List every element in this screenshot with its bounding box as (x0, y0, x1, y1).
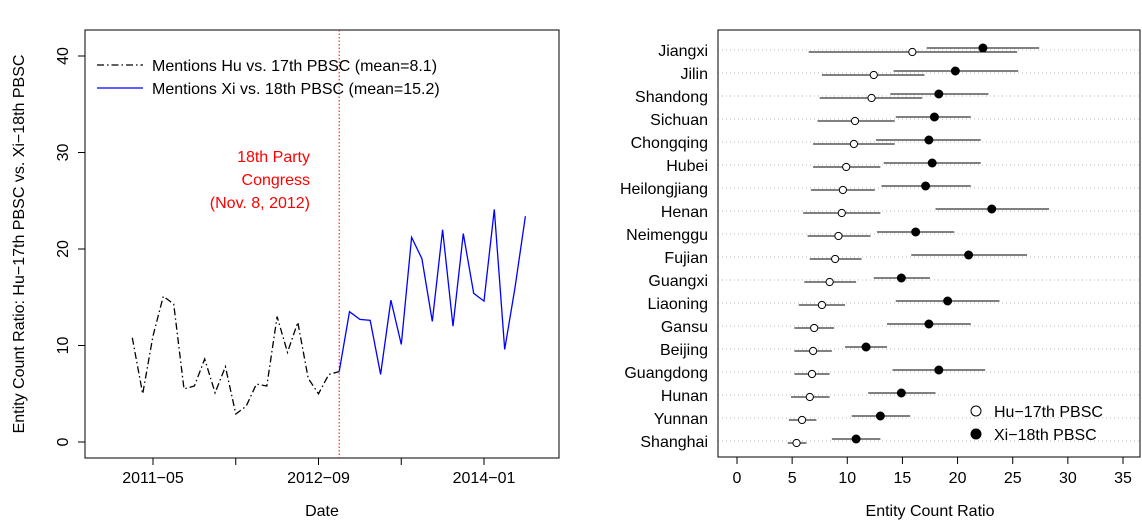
xi-point (921, 181, 931, 191)
province-label: Shanghai (640, 434, 708, 451)
province-label: Liaoning (648, 296, 709, 313)
xi-point (896, 273, 906, 283)
left-y-axis: 0 10 20 30 40 (55, 47, 86, 446)
hu-point (834, 231, 843, 241)
legend-label-hu: Mentions Hu vs. 17th PBSC (mean=8.1) (152, 58, 437, 75)
left-x-tick-label: 2014−01 (453, 470, 516, 487)
province-label: Chongqing (631, 135, 708, 152)
hu-point (805, 392, 814, 402)
province-labels: Jiangxi Jilin Shandong Sichuan Chongqing Hube… (620, 43, 708, 451)
province-label: Fujian (664, 250, 708, 267)
left-y-tick-label: 20 (55, 240, 72, 258)
left-x-tick-label: 2012−09 (287, 470, 350, 487)
xi-point (987, 204, 997, 214)
province-label: Yunnan (654, 411, 708, 428)
province-gridlines (718, 49, 1140, 442)
province-label: Sichuan (650, 112, 708, 129)
hu-point (817, 300, 827, 310)
hu-point (838, 185, 847, 195)
right-legend: Hu−17th PBSC Xi−18th PBSC (970, 404, 1103, 444)
xi-point (896, 388, 906, 398)
xi-point (924, 319, 934, 329)
right-x-tick-label: 15 (894, 470, 912, 487)
left-y-tick-label: 40 (55, 47, 72, 65)
hu-point (842, 162, 851, 172)
hu-point (837, 208, 846, 218)
xi-point (911, 227, 921, 237)
hu-point (810, 323, 819, 333)
hu-point (908, 47, 917, 57)
province-label: Neimenggu (626, 227, 708, 244)
left-y-tick-label: 0 (55, 437, 72, 446)
right-x-tick-label: 25 (1004, 470, 1022, 487)
xi-point (875, 411, 885, 421)
province-label: Jilin (680, 66, 708, 83)
legend-label-xi: Mentions Xi vs. 18th PBSC (mean=15.2) (152, 81, 440, 98)
left-x-axis: 2011−05 2012−09 2014−01 (122, 457, 516, 487)
xi-point (929, 112, 939, 122)
province-label: Guangxi (648, 273, 708, 290)
province-label: Beijing (660, 342, 708, 359)
province-label: Shandong (635, 89, 708, 106)
left-line-chart: 0 10 20 30 40 2011−05 2012−09 2014−01 18th Par… (11, 29, 560, 520)
hu-point (850, 116, 860, 126)
hu-point (867, 93, 876, 103)
series-line-hu (131, 295, 340, 416)
hu-point (792, 438, 801, 448)
annotation-line-3: (Nov. 8, 2012) (210, 195, 310, 212)
province-label: Heilongjiang (620, 181, 708, 198)
right-x-tick-label: 5 (788, 470, 797, 487)
right-dot-chart: Jiangxi Jilin Shandong Sichuan Chongqing Hube… (620, 29, 1141, 520)
xi-point (978, 43, 988, 53)
left-legend: Mentions Hu vs. 17th PBSC (mean=8.1) Men… (97, 58, 440, 98)
province-estimates (787, 43, 1050, 448)
xi-point (861, 342, 871, 352)
hu-point (831, 254, 840, 264)
right-x-tick-label: 20 (949, 470, 967, 487)
province-label: Guangdong (624, 365, 708, 382)
left-x-axis-title: Date (305, 503, 339, 520)
xi-point (851, 434, 861, 444)
xi-point (943, 296, 953, 306)
legend-label-xi-pbsc: Xi−18th PBSC (994, 427, 1097, 444)
right-x-tick-label: 35 (1114, 470, 1132, 487)
xi-point (927, 158, 937, 168)
right-x-axis: 0 5 10 15 20 25 30 35 (733, 456, 1132, 487)
province-label: Hubei (666, 158, 708, 175)
province-label: Gansu (661, 319, 708, 336)
series-line-xi (338, 209, 527, 375)
left-y-axis-title: Entity Count Ratio: Hu−17th PBSC vs. Xi−… (11, 55, 28, 434)
hu-point (849, 139, 859, 149)
province-label: Jiangxi (658, 43, 708, 60)
hu-point (797, 415, 807, 425)
hu-point (807, 369, 817, 379)
xi-point (934, 365, 944, 375)
province-label: Hunan (661, 388, 708, 405)
legend-marker-xi (970, 428, 982, 440)
xi-point (934, 89, 944, 99)
xi-point (964, 250, 974, 260)
left-y-tick-label: 30 (55, 144, 72, 162)
right-x-tick-label: 0 (733, 470, 742, 487)
right-x-tick-label: 10 (838, 470, 856, 487)
province-label: Henan (661, 204, 708, 221)
hu-point (825, 277, 834, 287)
legend-marker-hu (970, 405, 982, 417)
hu-point (808, 346, 818, 356)
annotation-line-1: 18th Party (237, 149, 310, 166)
legend-label-hu-pbsc: Hu−17th PBSC (994, 404, 1103, 421)
left-y-tick-label: 10 (55, 337, 72, 355)
xi-point (950, 66, 960, 76)
right-x-tick-label: 30 (1059, 470, 1077, 487)
right-x-axis-title: Entity Count Ratio (866, 503, 995, 520)
annotation-line-2: Congress (242, 172, 310, 189)
hu-point (869, 70, 878, 80)
left-x-tick-label: 2011−05 (122, 470, 184, 487)
xi-point (924, 135, 934, 145)
